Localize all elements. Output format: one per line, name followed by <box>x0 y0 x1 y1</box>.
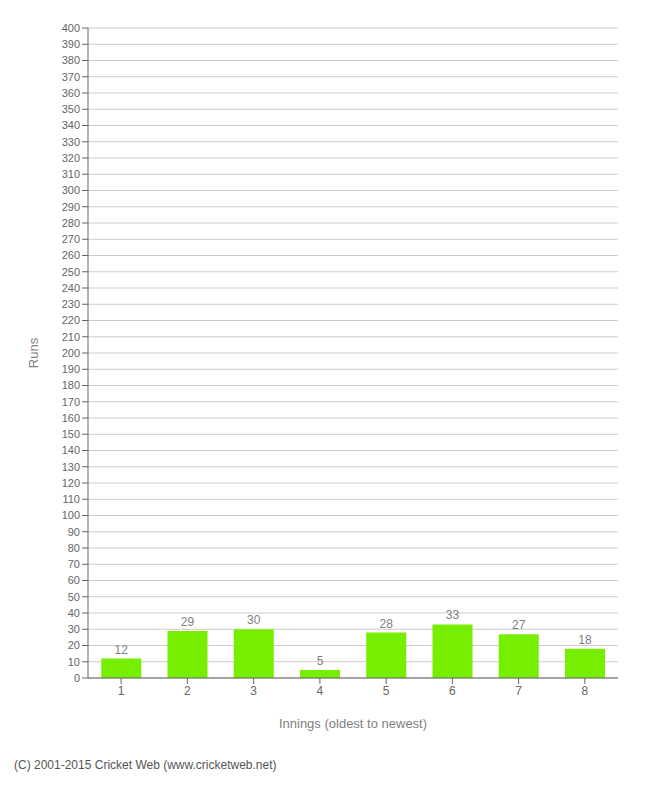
svg-text:2: 2 <box>184 684 191 698</box>
svg-text:120: 120 <box>62 477 80 489</box>
svg-text:18: 18 <box>578 633 592 647</box>
svg-text:30: 30 <box>247 613 261 627</box>
svg-text:40: 40 <box>68 607 80 619</box>
svg-text:260: 260 <box>62 249 80 261</box>
svg-text:310: 310 <box>62 168 80 180</box>
svg-text:1: 1 <box>118 684 125 698</box>
svg-text:140: 140 <box>62 444 80 456</box>
svg-text:340: 340 <box>62 119 80 131</box>
svg-text:0: 0 <box>74 672 80 684</box>
svg-text:5: 5 <box>317 654 324 668</box>
svg-text:230: 230 <box>62 298 80 310</box>
svg-text:Runs: Runs <box>26 337 41 368</box>
svg-text:5: 5 <box>383 684 390 698</box>
html-text:(C) 2001-2015 Cricket Web (www: (C) 2001-2015 Cricket Web (www.cricketwe… <box>14 758 277 772</box>
svg-text:50: 50 <box>68 591 80 603</box>
svg-text:300: 300 <box>62 184 80 196</box>
svg-text:250: 250 <box>62 266 80 278</box>
svg-text:8: 8 <box>582 684 589 698</box>
svg-text:190: 190 <box>62 363 80 375</box>
svg-text:28: 28 <box>380 617 394 631</box>
svg-text:30: 30 <box>68 623 80 635</box>
svg-text:320: 320 <box>62 152 80 164</box>
svg-text:3: 3 <box>250 684 257 698</box>
svg-text:12: 12 <box>115 643 129 657</box>
svg-text:33: 33 <box>446 608 460 622</box>
svg-text:27: 27 <box>512 618 526 632</box>
svg-text:170: 170 <box>62 396 80 408</box>
svg-text:10: 10 <box>68 656 80 668</box>
svg-text:80: 80 <box>68 542 80 554</box>
svg-text:290: 290 <box>62 201 80 213</box>
svg-text:240: 240 <box>62 282 80 294</box>
svg-text:400: 400 <box>62 22 80 34</box>
svg-text:280: 280 <box>62 217 80 229</box>
svg-text:390: 390 <box>62 38 80 50</box>
svg-text:7: 7 <box>515 684 522 698</box>
svg-text:370: 370 <box>62 71 80 83</box>
svg-text:130: 130 <box>62 461 80 473</box>
svg-text:20: 20 <box>68 639 80 651</box>
svg-text:150: 150 <box>62 428 80 440</box>
svg-text:90: 90 <box>68 526 80 538</box>
svg-text:70: 70 <box>68 558 80 570</box>
svg-text:6: 6 <box>449 684 456 698</box>
svg-text:350: 350 <box>62 103 80 115</box>
svg-text:220: 220 <box>62 314 80 326</box>
svg-text:Innings (oldest to newest): Innings (oldest to newest) <box>279 716 427 731</box>
svg-text:4: 4 <box>317 684 324 698</box>
svg-text:360: 360 <box>62 87 80 99</box>
svg-text:100: 100 <box>62 509 80 521</box>
svg-text:60: 60 <box>68 574 80 586</box>
svg-text:180: 180 <box>62 379 80 391</box>
svg-text:200: 200 <box>62 347 80 359</box>
svg-text:110: 110 <box>62 493 80 505</box>
svg-text:330: 330 <box>62 136 80 148</box>
svg-text:29: 29 <box>181 615 195 629</box>
svg-text:160: 160 <box>62 412 80 424</box>
svg-text:380: 380 <box>62 54 80 66</box>
svg-text:210: 210 <box>62 331 80 343</box>
svg-text:270: 270 <box>62 233 80 245</box>
